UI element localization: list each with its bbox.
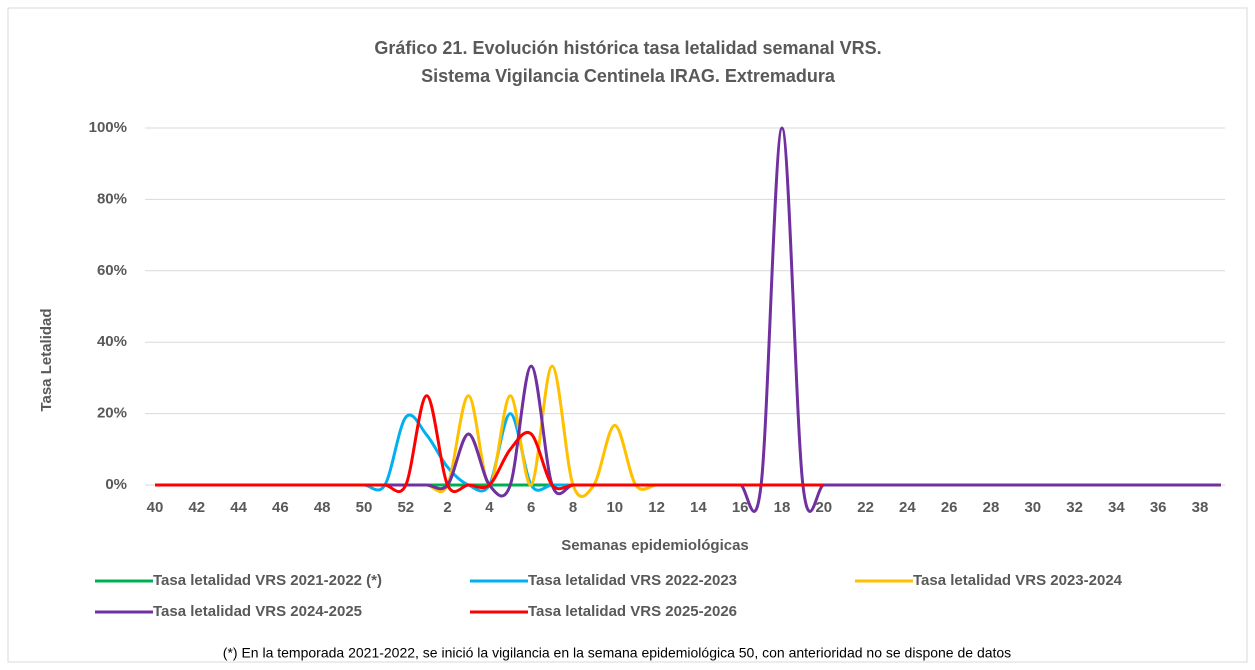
- x-tick-label: 26: [941, 499, 958, 516]
- y-tick-label: 80%: [97, 190, 127, 207]
- x-tick-label: 8: [569, 499, 577, 516]
- x-tick-label: 40: [147, 499, 164, 516]
- x-tick-label: 46: [272, 499, 289, 516]
- legend-label: Tasa letalidad VRS 2025-2026: [528, 603, 737, 620]
- y-tick-label: 100%: [89, 119, 127, 136]
- x-tick-label: 18: [774, 499, 791, 516]
- legend-label: Tasa letalidad VRS 2024-2025: [153, 603, 362, 620]
- series-line: [155, 394, 824, 494]
- y-tick-label: 60%: [97, 262, 127, 279]
- x-tick-label: 24: [899, 499, 916, 516]
- chart-subtitle: Sistema Vigilancia Centinela IRAG. Extre…: [421, 66, 836, 86]
- y-tick-label: 0%: [105, 476, 127, 493]
- chart-title: Gráfico 21. Evolución histórica tasa let…: [374, 38, 881, 58]
- x-tick-label: 22: [857, 499, 874, 516]
- footnote: (*) En la temporada 2021-2022, se inició…: [223, 645, 1011, 661]
- x-tick-label: 42: [188, 499, 205, 516]
- x-axis-label: Semanas epidemiológicas: [561, 537, 749, 554]
- x-tick-label: 32: [1066, 499, 1083, 516]
- x-tick-label: 12: [648, 499, 665, 516]
- x-tick-label: 36: [1150, 499, 1167, 516]
- x-tick-label: 28: [983, 499, 1000, 516]
- x-tick-label: 38: [1192, 499, 1209, 516]
- chart-frame: [7, 7, 1248, 663]
- x-tick-label: 52: [397, 499, 414, 516]
- x-tick-label: 14: [690, 499, 707, 516]
- x-tick-label: 20: [815, 499, 832, 516]
- legend-label: Tasa letalidad VRS 2021-2022 (*): [153, 572, 382, 589]
- y-axis-label: Tasa Letalidad: [38, 308, 55, 411]
- x-tick-label: 50: [356, 499, 373, 516]
- x-tick-label: 2: [443, 499, 451, 516]
- x-tick-label: 10: [606, 499, 623, 516]
- x-tick-label: 16: [732, 499, 749, 516]
- x-tick-label: 48: [314, 499, 331, 516]
- x-tick-label: 30: [1024, 499, 1041, 516]
- x-tick-label: 4: [485, 499, 494, 516]
- legend-label: Tasa letalidad VRS 2023-2024: [913, 572, 1123, 589]
- x-tick-label: 44: [230, 499, 247, 516]
- y-tick-label: 40%: [97, 333, 127, 350]
- y-tick-label: 20%: [97, 405, 127, 422]
- x-tick-label: 34: [1108, 499, 1125, 516]
- legend-label: Tasa letalidad VRS 2022-2023: [528, 572, 737, 589]
- x-tick-label: 6: [527, 499, 535, 516]
